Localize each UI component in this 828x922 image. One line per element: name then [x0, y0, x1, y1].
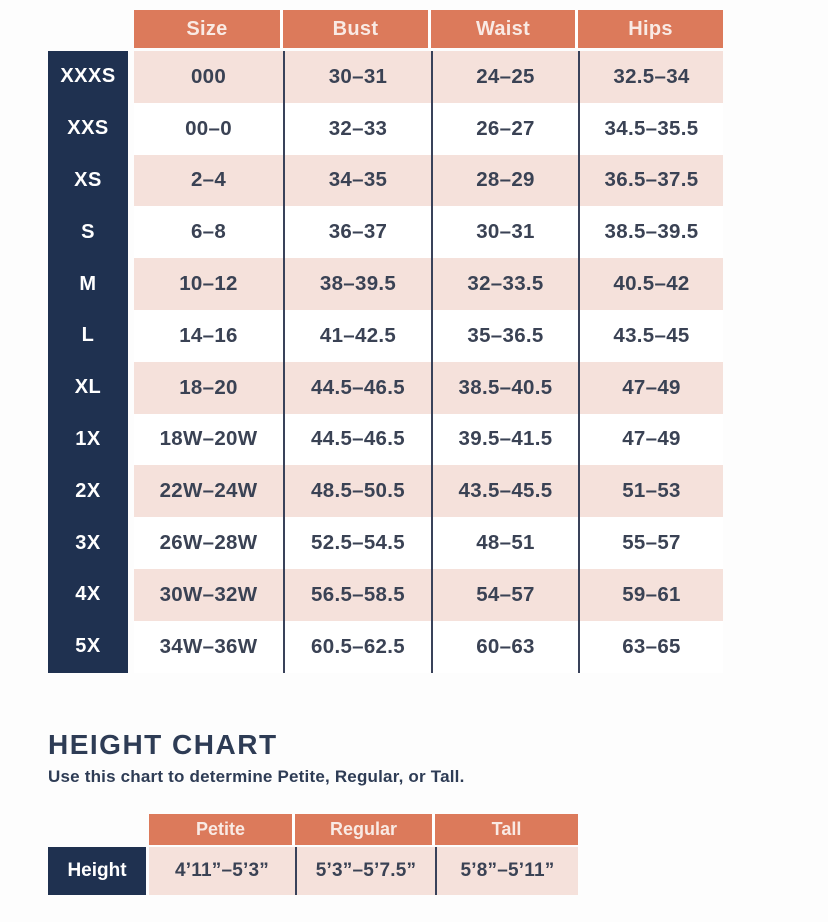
size-chart-table: Size Bust Waist Hips XXXS 000 30–31 24–2…: [48, 10, 723, 673]
size-cell: 22W–24W: [134, 465, 283, 518]
table-row: 4X 30W–32W 56.5–58.5 54–57 59–61: [48, 568, 723, 621]
table-row: 1X 18W–20W 44.5–46.5 39.5–41.5 47–49: [48, 413, 723, 466]
hips-cell: 32.5–34: [578, 51, 723, 103]
size-cell: 26W–28W: [134, 517, 283, 569]
row-label: 5X: [48, 620, 128, 673]
table-row: 2X 22W–24W 48.5–50.5 43.5–45.5 51–53: [48, 465, 723, 518]
bust-cell: 56.5–58.5: [283, 568, 431, 621]
bust-cell: 32–33: [283, 102, 431, 155]
waist-cell: 43.5–45.5: [431, 465, 578, 518]
height-chart-table: Petite Regular Tall Height 4’11”–5’3” 5’…: [48, 813, 578, 895]
table-row: XXXS 000 30–31 24–25 32.5–34: [48, 51, 723, 103]
bust-cell: 38–39.5: [283, 258, 431, 310]
row-label: XXS: [48, 102, 128, 155]
waist-cell: 28–29: [431, 154, 578, 207]
size-cell: 18W–20W: [134, 413, 283, 466]
size-cell: 2–4: [134, 154, 283, 207]
size-cell: 30W–32W: [134, 568, 283, 621]
table-row: 3X 26W–28W 52.5–54.5 48–51 55–57: [48, 517, 723, 569]
table-row: S 6–8 36–37 30–31 38.5–39.5: [48, 206, 723, 259]
petite-range-cell: 4’11”–5’3”: [149, 846, 295, 895]
column-header-size: Size: [134, 10, 283, 48]
size-cell: 00–0: [134, 102, 283, 155]
table-row: 5X 34W–36W 60.5–62.5 60–63 63–65: [48, 620, 723, 673]
table-row: XL 18–20 44.5–46.5 38.5–40.5 47–49: [48, 361, 723, 414]
waist-cell: 60–63: [431, 620, 578, 673]
height-row: Height 4’11”–5’3” 5’3”–5’7.5” 5’8”–5’11”: [48, 846, 578, 895]
row-label: S: [48, 206, 128, 259]
row-label: XL: [48, 361, 128, 414]
column-header-regular: Regular: [295, 813, 435, 845]
waist-cell: 30–31: [431, 206, 578, 259]
hips-cell: 55–57: [578, 517, 723, 569]
waist-cell: 24–25: [431, 51, 578, 103]
waist-cell: 35–36.5: [431, 309, 578, 362]
regular-range-cell: 5’3”–5’7.5”: [295, 846, 435, 895]
size-cell: 10–12: [134, 258, 283, 310]
column-header-hips: Hips: [578, 10, 723, 48]
row-label: 3X: [48, 517, 128, 569]
waist-cell: 54–57: [431, 568, 578, 621]
bust-cell: 48.5–50.5: [283, 465, 431, 518]
row-label: XS: [48, 154, 128, 207]
waist-cell: 39.5–41.5: [431, 413, 578, 466]
size-cell: 6–8: [134, 206, 283, 259]
hips-cell: 47–49: [578, 413, 723, 466]
column-header-waist: Waist: [431, 10, 578, 48]
header-spacer: [48, 814, 149, 845]
hips-cell: 38.5–39.5: [578, 206, 723, 259]
table-row: M 10–12 38–39.5 32–33.5 40.5–42: [48, 258, 723, 310]
hips-cell: 63–65: [578, 620, 723, 673]
waist-cell: 32–33.5: [431, 258, 578, 310]
table-row: XS 2–4 34–35 28–29 36.5–37.5: [48, 154, 723, 207]
size-cell: 34W–36W: [134, 620, 283, 673]
size-cell: 14–16: [134, 309, 283, 362]
bust-cell: 41–42.5: [283, 309, 431, 362]
size-cell: 18–20: [134, 361, 283, 414]
hips-cell: 47–49: [578, 361, 723, 414]
hips-cell: 36.5–37.5: [578, 154, 723, 207]
column-header-tall: Tall: [435, 813, 578, 845]
table-row: L 14–16 41–42.5 35–36.5 43.5–45: [48, 309, 723, 362]
hips-cell: 34.5–35.5: [578, 102, 723, 155]
row-label: 4X: [48, 568, 128, 621]
row-label: XXXS: [48, 51, 128, 103]
bust-cell: 36–37: [283, 206, 431, 259]
bust-cell: 44.5–46.5: [283, 413, 431, 466]
height-chart-header-row: Petite Regular Tall: [48, 813, 578, 845]
row-label: M: [48, 258, 128, 310]
table-row: XXS 00–0 32–33 26–27 34.5–35.5: [48, 102, 723, 155]
header-spacer: [48, 10, 134, 48]
hips-cell: 43.5–45: [578, 309, 723, 362]
hips-cell: 40.5–42: [578, 258, 723, 310]
bust-cell: 52.5–54.5: [283, 517, 431, 569]
row-label: L: [48, 309, 128, 362]
height-chart-title: HEIGHT CHART: [48, 728, 278, 760]
row-label: 2X: [48, 465, 128, 518]
size-cell: 000: [134, 51, 283, 103]
bust-cell: 44.5–46.5: [283, 361, 431, 414]
tall-range-cell: 5’8”–5’11”: [435, 846, 578, 895]
waist-cell: 38.5–40.5: [431, 361, 578, 414]
column-header-bust: Bust: [283, 10, 431, 48]
bust-cell: 60.5–62.5: [283, 620, 431, 673]
waist-cell: 26–27: [431, 102, 578, 155]
bust-cell: 30–31: [283, 51, 431, 103]
row-label: 1X: [48, 413, 128, 466]
hips-cell: 51–53: [578, 465, 723, 518]
waist-cell: 48–51: [431, 517, 578, 569]
height-chart-subtitle: Use this chart to determine Petite, Regu…: [48, 766, 465, 786]
bust-cell: 34–35: [283, 154, 431, 207]
size-chart-header-row: Size Bust Waist Hips: [48, 10, 723, 48]
column-header-petite: Petite: [149, 813, 295, 845]
hips-cell: 59–61: [578, 568, 723, 621]
height-row-label: Height: [48, 846, 146, 895]
